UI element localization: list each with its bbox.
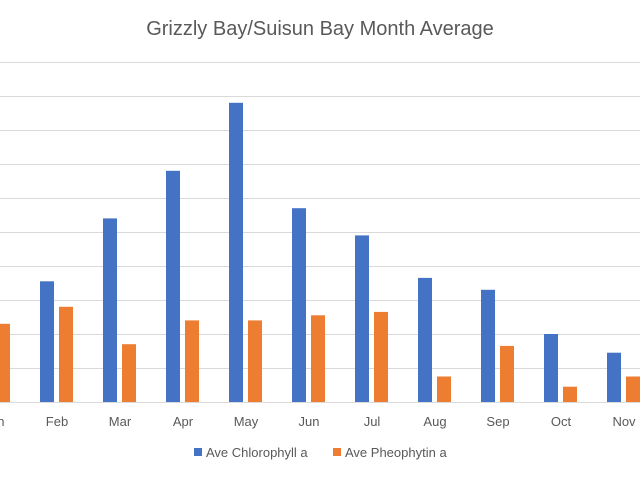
x-tick-label: Jun [299, 414, 320, 429]
x-tick-label: Jan [0, 414, 4, 429]
legend: Ave Chlorophyll a Ave Pheophytin a [194, 445, 447, 460]
x-tick-label: Nov [612, 414, 636, 429]
bar-pheophytin-nov [626, 376, 640, 402]
bar-chlorophyll-aug [418, 277, 432, 402]
x-tick-label: Aug [423, 414, 446, 429]
bar-pheophytin-jun [311, 315, 325, 402]
x-tick-label: Oct [551, 414, 572, 429]
bar-chlorophyll-sep [481, 289, 495, 402]
bar-chlorophyll-oct [544, 334, 558, 402]
bar-pheophytin-apr [185, 320, 199, 402]
bar-chlorophyll-mar [103, 218, 117, 402]
bar-chlorophyll-apr [166, 170, 180, 402]
bar-pheophytin-may [248, 320, 262, 402]
bars [0, 102, 640, 403]
chart-title: Grizzly Bay/Suisun Bay Month Average [146, 18, 494, 40]
bar-chlorophyll-feb [40, 281, 54, 402]
bar-chlorophyll-may [229, 102, 243, 403]
legend-label-chlorophyll: Ave Chlorophyll a [206, 445, 308, 460]
bar-pheophytin-jan [0, 323, 10, 402]
x-tick-label: May [234, 414, 259, 429]
x-tick-label: Apr [173, 414, 194, 429]
x-tick-label: Jul [364, 414, 381, 429]
x-tick-label: Mar [109, 414, 132, 429]
legend-swatch-chlorophyll [194, 448, 202, 456]
legend-swatch-pheophytin [333, 448, 341, 456]
bar-pheophytin-mar [122, 344, 136, 402]
bar-pheophytin-sep [500, 345, 514, 402]
legend-label-pheophytin: Ave Pheophytin a [345, 445, 447, 460]
bar-pheophytin-aug [437, 376, 451, 402]
bar-pheophytin-feb [59, 306, 73, 402]
bar-pheophytin-oct [563, 386, 577, 402]
bar-pheophytin-jul [374, 311, 388, 402]
bar-chlorophyll-jul [355, 235, 369, 402]
x-tick-label: Sep [486, 414, 509, 429]
bar-chlorophyll-nov [607, 352, 621, 402]
x-tick-label: Feb [46, 414, 68, 429]
x-tick-labels: Jan Feb Mar Apr May Jun Jul Aug Sep Oct Nov [0, 414, 636, 429]
bar-chlorophyll-jun [292, 208, 306, 402]
